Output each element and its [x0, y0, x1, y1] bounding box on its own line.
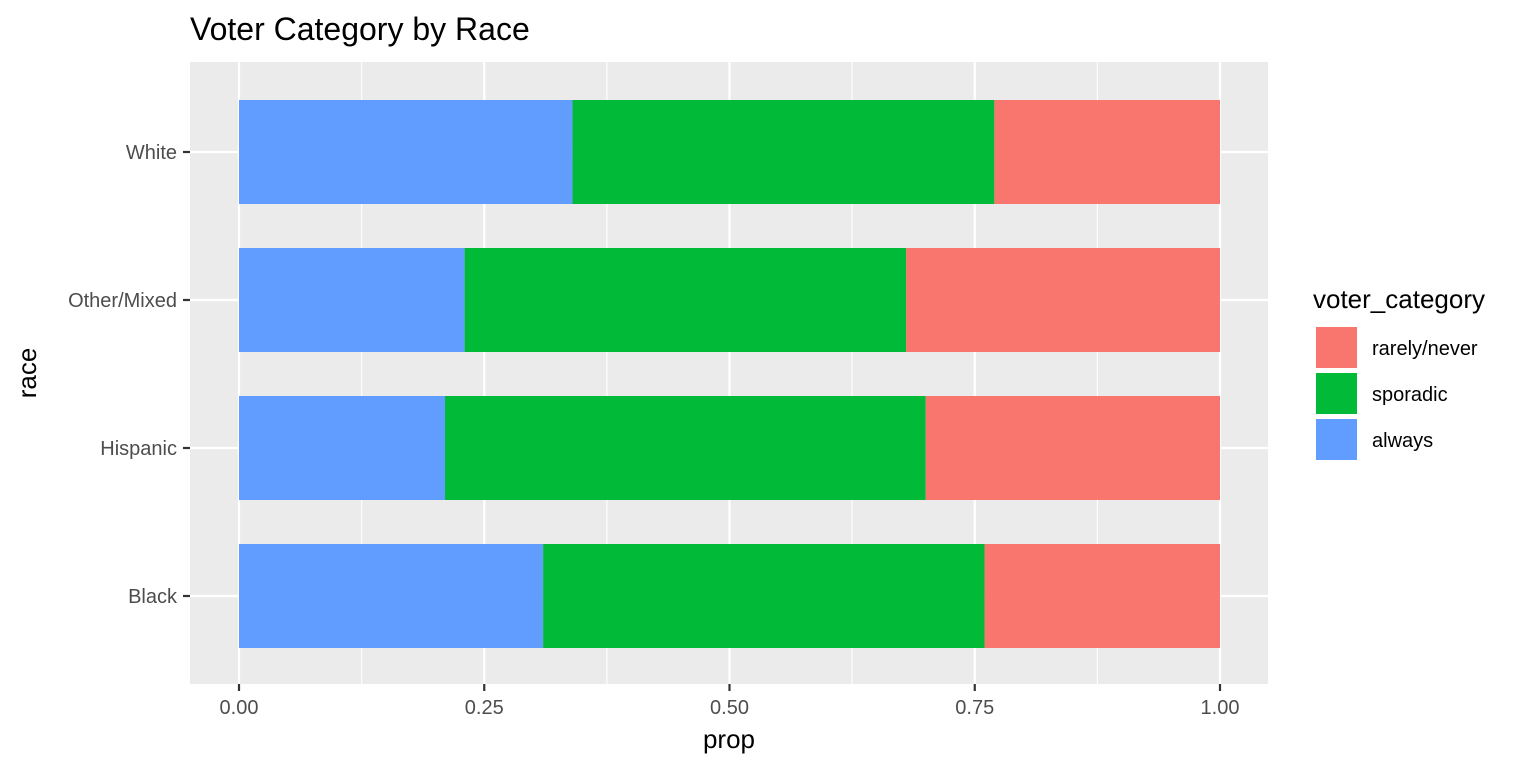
- bar-rarely-never-white: [994, 100, 1220, 204]
- x-axis: 0.00 0.25 0.50 0.75 1.00: [220, 684, 1240, 719]
- y-tick-label: Other/Mixed: [68, 290, 177, 312]
- chart-title: Voter Category by Race: [190, 11, 530, 47]
- bar-sporadic-other-mixed: [464, 248, 907, 352]
- x-tick-label: 0.75: [955, 697, 994, 719]
- legend-title: voter_category: [1313, 284, 1485, 314]
- y-tick-label: White: [126, 142, 177, 164]
- bar-sporadic-hispanic: [445, 396, 926, 500]
- bar-sporadic-black: [543, 544, 985, 648]
- bar-rarely-never-other-mixed: [906, 248, 1220, 352]
- legend-label: sporadic: [1372, 384, 1448, 406]
- y-axis-title: race: [12, 348, 42, 399]
- x-axis-title: prop: [703, 724, 755, 754]
- bar-rarely-never-black: [984, 544, 1220, 648]
- y-axis: Black Hispanic Other/Mixed White: [68, 142, 190, 608]
- bar-always-other-mixed: [239, 248, 465, 352]
- bar-rarely-never-hispanic: [925, 396, 1220, 500]
- legend-key-sporadic: [1314, 371, 1359, 416]
- legend-key-always: [1314, 417, 1359, 462]
- bar-sporadic-white: [572, 100, 995, 204]
- bar-always-white: [239, 100, 573, 204]
- legend-label: rarely/never: [1372, 338, 1478, 360]
- y-tick-label: Black: [128, 586, 178, 608]
- bars: [239, 100, 1220, 648]
- legend: voter_category rarely/never sporadic alway…: [1313, 284, 1485, 462]
- bar-always-black: [239, 544, 544, 648]
- x-tick-label: 0.50: [710, 697, 749, 719]
- y-tick-label: Hispanic: [100, 438, 177, 460]
- bar-always-hispanic: [239, 396, 446, 500]
- x-tick-label: 0.00: [220, 697, 259, 719]
- legend-key-rarely-never: [1314, 325, 1359, 370]
- x-tick-label: 1.00: [1201, 697, 1240, 719]
- legend-label: always: [1372, 430, 1433, 452]
- x-tick-label: 0.25: [465, 697, 504, 719]
- legend-items: rarely/never sporadic always: [1314, 325, 1478, 462]
